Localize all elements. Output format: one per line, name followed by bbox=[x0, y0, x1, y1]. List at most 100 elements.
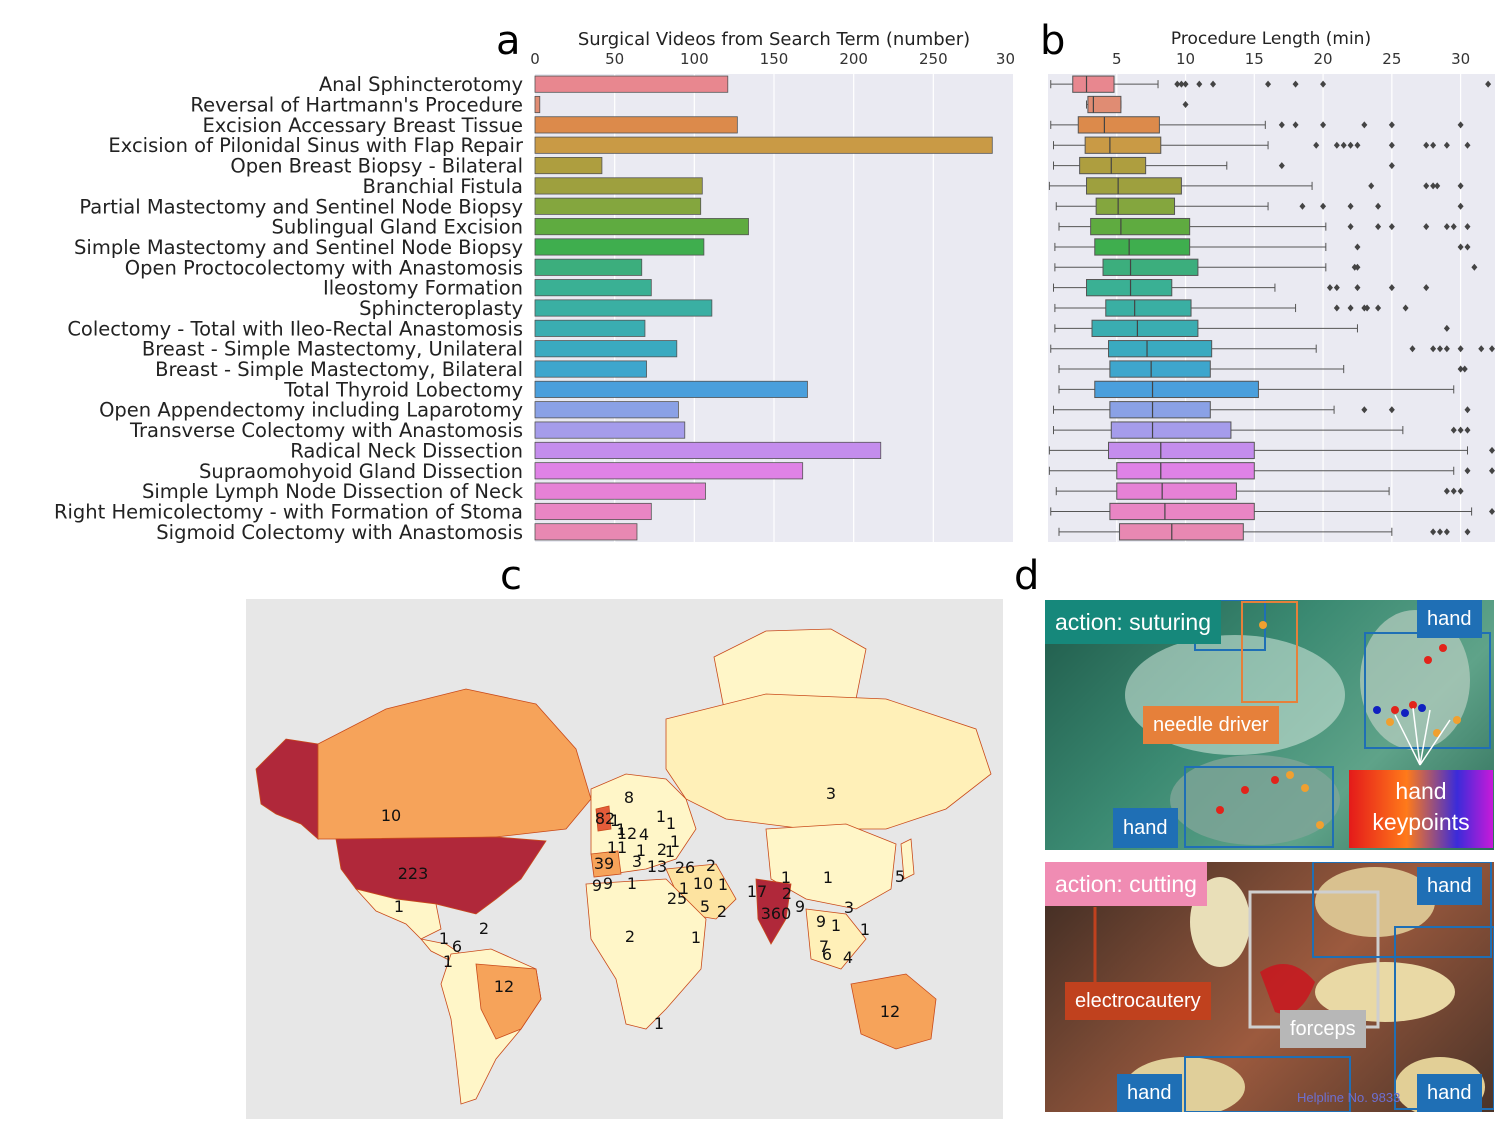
map-count-label: 223 bbox=[398, 864, 429, 883]
map-count-label: 12 bbox=[494, 977, 514, 996]
outlier-point bbox=[1174, 80, 1181, 88]
outlier-point bbox=[1457, 182, 1464, 190]
box bbox=[1077, 116, 1160, 134]
box bbox=[1119, 523, 1244, 541]
bar bbox=[534, 340, 678, 358]
outlier-point bbox=[1347, 304, 1354, 312]
outlier-point bbox=[1364, 304, 1371, 312]
box bbox=[1087, 95, 1122, 114]
suturing-overlay bbox=[1125, 600, 1491, 848]
map-count-label: 1 bbox=[666, 814, 676, 833]
x-tick-label-b: 5 bbox=[1112, 50, 1122, 68]
bar bbox=[534, 502, 652, 521]
watermark-text: Helpline No. 9833 bbox=[1297, 1090, 1401, 1105]
outlier-point bbox=[1292, 80, 1299, 88]
region-africa bbox=[585, 878, 707, 1030]
outlier-point bbox=[1457, 365, 1464, 373]
box bbox=[1094, 238, 1191, 256]
bar bbox=[534, 319, 646, 337]
box-plot-b: 5 10 15 20 25 30 Procedure Length (min) bbox=[1048, 29, 1495, 542]
outlier-point bbox=[1436, 528, 1443, 536]
forceps-label: forceps bbox=[1280, 1010, 1366, 1048]
map-count-label: 5 bbox=[895, 867, 905, 886]
outlier-point bbox=[1409, 345, 1416, 353]
map-count-label: 1 bbox=[443, 952, 453, 971]
outlier-point bbox=[1196, 80, 1203, 88]
box bbox=[1108, 441, 1255, 460]
outlier-point bbox=[1489, 467, 1495, 475]
cutting-photo: action: cutting electrocautery forceps h… bbox=[1045, 862, 1494, 1112]
map-count-label: 11 bbox=[607, 838, 627, 857]
map-count-label: 25 bbox=[667, 889, 687, 908]
map-count-label: 10 bbox=[381, 806, 401, 825]
box bbox=[1095, 197, 1176, 215]
outlier-point bbox=[1443, 141, 1450, 149]
outlier-point bbox=[1388, 223, 1395, 231]
category-label: Sigmoid Colectomy with Anastomosis bbox=[156, 521, 523, 544]
bar bbox=[534, 258, 643, 276]
map-count-label: 2 bbox=[657, 840, 667, 859]
bar bbox=[534, 482, 706, 500]
map-count-label: 9 bbox=[603, 874, 613, 893]
outlier-point bbox=[1182, 101, 1189, 109]
hand-keypoints-label: hand keypoints bbox=[1349, 770, 1493, 848]
box bbox=[1108, 340, 1213, 358]
x-axis-label-a: Surgical Videos from Search Term (number… bbox=[578, 29, 970, 50]
panel-letter-a: a bbox=[496, 18, 521, 64]
map-count-label: 1 bbox=[860, 920, 870, 939]
region-canada bbox=[317, 688, 592, 840]
bar bbox=[534, 136, 993, 154]
outlier-point bbox=[1354, 284, 1361, 292]
bar bbox=[534, 421, 686, 439]
outlier-point bbox=[1423, 182, 1430, 190]
region-alaska bbox=[255, 738, 319, 840]
bar bbox=[534, 218, 749, 236]
outlier-point bbox=[1375, 304, 1382, 312]
outlier-point bbox=[1354, 243, 1361, 251]
outlier-point bbox=[1450, 487, 1457, 495]
region-brazil bbox=[475, 963, 542, 1040]
bar bbox=[534, 279, 652, 297]
category-label: Ileostomy Formation bbox=[323, 277, 523, 300]
outlier-point bbox=[1478, 345, 1485, 353]
box bbox=[1086, 177, 1182, 195]
bar bbox=[534, 197, 702, 215]
outlier-point bbox=[1464, 141, 1471, 149]
outlier-point bbox=[1361, 121, 1368, 129]
bar bbox=[534, 523, 638, 541]
hand-label-bottom-left: hand bbox=[1117, 1074, 1182, 1112]
map-count-label: 4 bbox=[639, 825, 649, 844]
outlier-point bbox=[1430, 141, 1437, 149]
map-count-label: 1 bbox=[718, 875, 728, 894]
x-tick-label-a: 0 bbox=[530, 50, 540, 68]
bar bbox=[534, 401, 679, 419]
map-count-label: 10 bbox=[693, 874, 713, 893]
map-count-label: 6 bbox=[822, 945, 832, 964]
panel-letter-b: b bbox=[1040, 18, 1066, 64]
region-spain bbox=[590, 850, 622, 878]
hand-label-bottom-right: hand bbox=[1417, 1074, 1482, 1112]
x-tick-label-b: 30 bbox=[1451, 50, 1470, 68]
category-label: Radical Neck Dissection bbox=[290, 439, 523, 462]
category-label: Sublingual Gland Excision bbox=[271, 216, 523, 239]
outlier-point bbox=[1333, 304, 1340, 312]
map-count-label: 1 bbox=[656, 807, 666, 826]
map-count-label: 2 bbox=[625, 927, 635, 946]
action-cutting-label: action: cutting bbox=[1045, 862, 1207, 906]
bar bbox=[534, 177, 703, 195]
outlier-point bbox=[1423, 141, 1430, 149]
category-label: Colectomy - Total with Ileo-Rectal Anast… bbox=[67, 317, 523, 340]
outlier-point bbox=[1368, 182, 1375, 190]
hand-label-top-bottom: hand bbox=[1113, 808, 1178, 848]
box bbox=[1084, 136, 1162, 154]
box bbox=[1086, 279, 1173, 297]
box bbox=[1109, 360, 1211, 378]
outlier-point bbox=[1402, 304, 1409, 312]
region-russia bbox=[665, 693, 992, 830]
outlier-point bbox=[1347, 223, 1354, 231]
outlier-point bbox=[1388, 284, 1395, 292]
map-count-label: 17 bbox=[747, 882, 767, 901]
outlier-point bbox=[1443, 528, 1450, 536]
map-count-label: 360 bbox=[761, 904, 792, 923]
